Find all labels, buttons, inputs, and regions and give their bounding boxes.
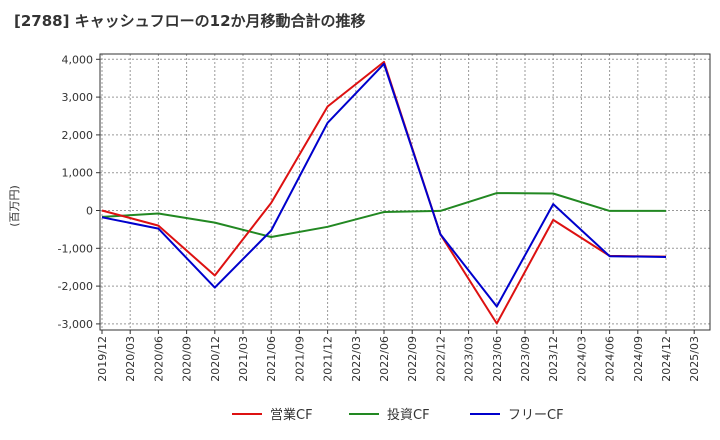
x-tick-label: 2023/12 [547, 336, 560, 382]
y-tick-label: 1,000 [62, 167, 94, 180]
x-tick-label: 2022/03 [350, 336, 363, 382]
y-tick-label: -2,000 [58, 280, 93, 293]
chart-title: [2788] キャッシュフローの12か月移動合計の推移 [14, 12, 366, 30]
x-tick-label: 2020/12 [209, 336, 222, 382]
legend-label: 投資CF [387, 407, 430, 423]
y-tick-label: 2,000 [62, 129, 94, 142]
series-lines [101, 60, 667, 325]
x-tick-label: 2021/12 [322, 336, 335, 382]
series-line [101, 60, 667, 325]
x-tick-label: 2025/03 [688, 336, 701, 382]
x-tick-label: 2024/12 [660, 336, 673, 382]
y-ticks: 4,000 3,000 2,000 1,000 0 -1,000 -2,000 -3,000 [58, 53, 100, 331]
x-tick-label: 2024/03 [575, 336, 588, 382]
y-tick-label: 0 [86, 205, 93, 218]
y-tick-label: 4,000 [62, 53, 94, 66]
x-tick-label: 2020/06 [152, 336, 165, 382]
x-tick-label: 2023/06 [491, 336, 504, 382]
x-tick-label: 2024/09 [632, 336, 645, 382]
x-tick-label: 2019/12 [96, 336, 109, 382]
y-tick-label: -3,000 [58, 318, 93, 331]
x-ticks: 2019/12 2020/03 2020/06 2020/09 2020/12 2021/… [96, 330, 701, 382]
x-tick-label: 2020/09 [181, 336, 194, 382]
series-line [101, 192, 666, 238]
x-tick-label: 2021/09 [293, 336, 306, 382]
x-tick-label: 2024/06 [604, 336, 617, 382]
x-tick-label: 2021/03 [237, 336, 250, 382]
x-tick-label: 2021/06 [265, 336, 278, 382]
grid [100, 54, 710, 330]
x-tick-label: 2020/03 [124, 336, 137, 382]
plot-frame [99, 53, 711, 331]
x-tick-label: 2023/03 [463, 336, 476, 382]
x-tick-label: 2022/12 [434, 336, 447, 382]
legend-label: フリーCF [508, 408, 564, 423]
y-tick-label: 3,000 [62, 91, 94, 104]
x-tick-label: 2022/09 [406, 336, 419, 382]
x-tick-label: 2022/06 [378, 336, 391, 382]
legend-label: 営業CF [270, 407, 313, 423]
y-tick-label: -1,000 [58, 242, 93, 255]
y-axis-label: (百万円) [8, 185, 21, 227]
series-line [101, 62, 667, 308]
x-tick-label: 2023/09 [519, 336, 532, 382]
legend: 営業CF 投資CF フリーCF [232, 407, 564, 423]
